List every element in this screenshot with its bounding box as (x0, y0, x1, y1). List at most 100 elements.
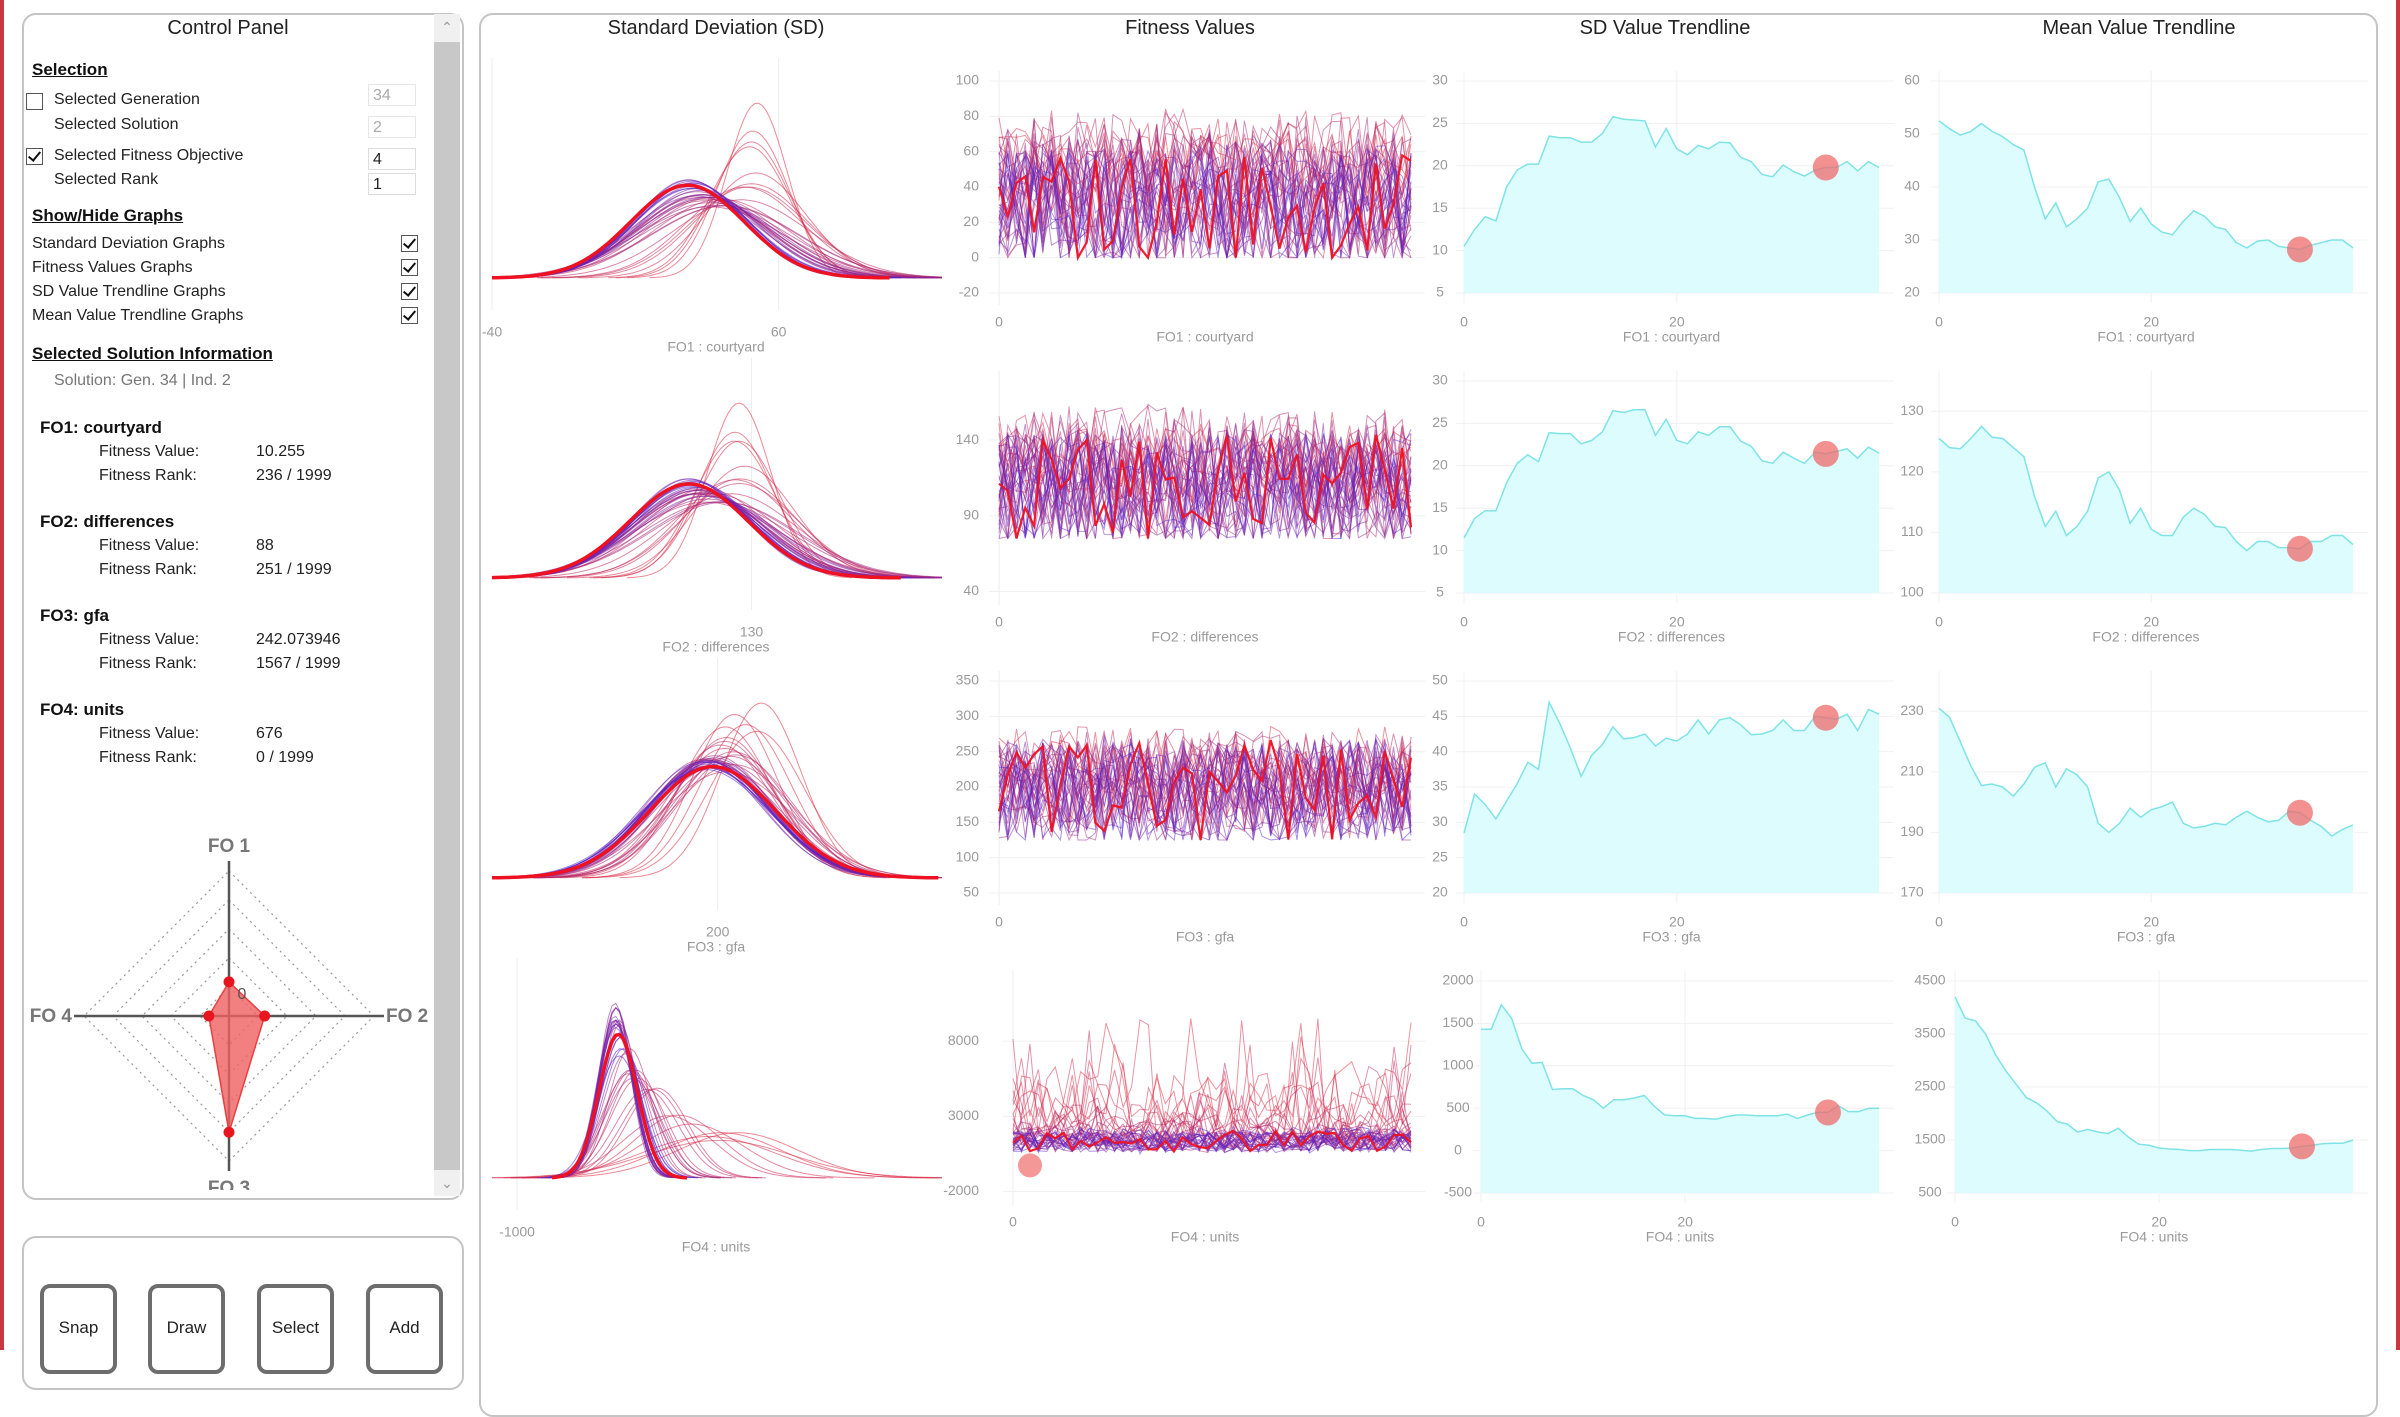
sd-curve-gen-35 (491, 484, 905, 579)
sd-curve-gen-24 (491, 765, 928, 879)
sd-trend-y-tick-label: 20 (1432, 157, 1448, 173)
scroll-up-icon[interactable]: ⌃ (441, 19, 453, 35)
fitness-y-tick-label: 100 (956, 72, 980, 88)
toggle-label-fitness: Fitness Values Graphs (32, 259, 193, 276)
sd-curve-gen-3 (615, 141, 890, 279)
fitness-line-gen-38 (998, 742, 1412, 842)
mean-trend-line (1938, 707, 2354, 838)
sd-curve-gen-17 (495, 760, 920, 879)
mean-trend-selected-marker (2286, 799, 2313, 826)
sd-trend-y-tick-label: 20 (1432, 884, 1448, 900)
sd-curve-gen-39 (492, 767, 935, 879)
mean-trend-x-tick-label: 0 (1935, 314, 1943, 330)
mean-trend-area (1939, 708, 2353, 893)
mean-trend-y-tick-label: 100 (1900, 584, 1924, 600)
mean-trend-x-axis-label: FO4 : units (2120, 1229, 2188, 1245)
mean-trend-y-tick-label: 50 (1904, 125, 1920, 141)
sd-trend-y-tick-label: 40 (1432, 742, 1448, 758)
sd-x-axis-label: FO2 : differences (662, 639, 769, 655)
fitness-y-tick-label: 350 (956, 672, 980, 688)
selected-generation-input[interactable]: 34 (368, 84, 416, 106)
fitness-line-gen-39 (1013, 1125, 1412, 1153)
mean-trend-line (1938, 425, 2354, 552)
fitness-line-gen-34 (998, 434, 1413, 539)
scroll-down-icon[interactable]: ⌄ (441, 1175, 453, 1191)
fitness-line-gen-33 (998, 433, 1412, 539)
sd-curve-gen-39 (548, 1047, 699, 1179)
radar-ring (170, 957, 288, 1075)
fitness-y-tick-label: 80 (963, 107, 979, 123)
fitness-y-tick-label: -20 (959, 284, 979, 300)
sd-curve-gen-19 (499, 758, 920, 879)
mean-trend-area (1939, 120, 2353, 293)
selected-fitness-objective-checkbox[interactable] (26, 148, 43, 165)
toggle-sd-trend-checkbox[interactable] (401, 283, 418, 300)
fitness-rank-label: Fitness Rank: (99, 561, 197, 578)
radar-label-2: FO 2 (386, 1006, 428, 1027)
fo-heading: FO3: gfa (40, 606, 109, 625)
toggle-fitness-graphs-checkbox[interactable] (401, 259, 418, 276)
fitness-line-gen-28 (998, 434, 1412, 540)
sd-trend-area (1464, 409, 1879, 593)
show-hide-heading: Show/Hide Graphs (32, 206, 184, 225)
selected-solution-input[interactable]: 2 (368, 116, 416, 138)
mean-trend-y-tick-label: 210 (1900, 763, 1924, 779)
fitness-y-tick-label: 200 (956, 778, 980, 794)
sd-curve-gen-9 (491, 492, 942, 579)
sd-curve-gen-14 (507, 762, 942, 879)
fitness-line-gen-39 (998, 148, 1412, 258)
sd-curve-gen-16 (491, 501, 943, 578)
fitness-selected-marker (1018, 1153, 1042, 1178)
sd-trend-y-tick-label: 30 (1432, 72, 1448, 88)
sd-trend-selected-marker (1814, 1099, 1841, 1126)
fitness-y-tick-label: 40 (963, 178, 979, 194)
sd-trend-y-tick-label: 500 (1446, 1099, 1470, 1115)
selected-generation-checkbox[interactable] (26, 93, 43, 110)
selected-generation-label: Selected Generation (54, 91, 200, 108)
scrollbar-thumb[interactable] (434, 42, 460, 1170)
control-panel-scrollbar[interactable]: ⌃ ⌄ (434, 14, 460, 1196)
radar-point (223, 976, 235, 988)
fitness-y-tick-label: 250 (956, 742, 980, 758)
sd-curve-gen-2 (491, 1139, 942, 1179)
selected-solution-label: Selected Solution (54, 116, 179, 133)
sd-curve-gen-9 (514, 764, 943, 879)
sd-curve-gen-20 (506, 757, 924, 879)
sd-trend-line (1463, 115, 1880, 247)
radar-label-1: FO 1 (208, 836, 251, 857)
fitness-y-tick-label: 60 (963, 142, 979, 158)
fitness-y-tick-label: 20 (963, 213, 979, 229)
fitness-line-gen-5 (1012, 1044, 1412, 1143)
mean-trend-selected-marker (2286, 236, 2313, 263)
fitness-x-axis-label: FO4 : units (1171, 1229, 1239, 1245)
sd-trend-y-tick-label: 5 (1436, 284, 1444, 300)
fitness-value-label: Fitness Value: (99, 725, 200, 742)
selected-fitness-objective-input[interactable]: 4 (368, 148, 416, 170)
fitness-line-gen-4 (1012, 1041, 1412, 1146)
toggle-sd-graphs-checkbox[interactable] (401, 235, 418, 252)
mean-trend-x-tick-label: 20 (2144, 314, 2160, 330)
mean-trend-y-tick-label: 230 (1900, 702, 1924, 718)
toggle-mean-trend-checkbox[interactable] (401, 307, 418, 324)
toggle-label-sd-trend: SD Value Trendline Graphs (32, 283, 226, 300)
sd-curve-gen-12 (491, 196, 935, 279)
control-panel-title: Control Panel (167, 17, 289, 39)
sd-curve-gen-1 (585, 730, 927, 879)
sd-curve-gen-6 (540, 186, 943, 279)
fitness-value-label: Fitness Value: (99, 443, 200, 460)
sd-curve-gen-10 (491, 198, 943, 279)
fitness-line-gen-34 (1012, 1129, 1412, 1154)
selected-fitness-objective-label: Selected Fitness Objective (54, 147, 244, 164)
column-title-fitness: Fitness Values (1125, 17, 1255, 39)
selected-rank-input[interactable]: 1 (368, 173, 416, 195)
fitness-line-gen-26 (1012, 1130, 1412, 1153)
sd-curve-gen-34 (491, 764, 939, 880)
sd-trend-y-tick-label: 30 (1432, 813, 1448, 829)
fitness-value: 676 (256, 725, 283, 742)
mean-trend-y-tick-label: 20 (1904, 284, 1920, 300)
sd-trend-y-tick-label: -500 (1444, 1184, 1472, 1200)
mean-trend-x-axis-label: FO2 : differences (2092, 629, 2199, 645)
sd-curve-gen-23 (491, 492, 935, 579)
